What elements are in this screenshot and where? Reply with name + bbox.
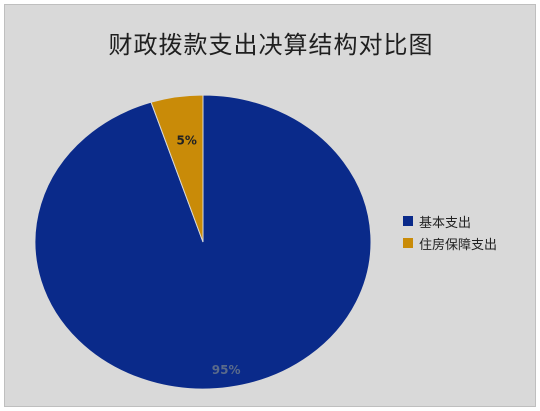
chart-title: 财政拨款支出决算结构对比图 [108,31,434,59]
pie-slice-housing [150,94,204,243]
pie-label-housing: 5% [177,133,197,147]
chart-legend: 基本支出 住房保障支出 [403,210,497,254]
pie-label-basic: 95% [212,363,241,377]
legend-swatch-basic [403,216,413,226]
legend-swatch-housing [403,238,413,248]
legend-item-basic: 基本支出 [403,210,497,232]
legend-label-basic: 基本支出 [419,215,472,231]
legend-label-housing: 住房保障支出 [419,237,498,253]
chart-frame: 财政拨款支出决算结构对比图 95% 5% 基本支出 住房保障支出 [4,4,536,407]
pie-chart: 95% 5% [34,94,372,390]
legend-item-housing: 住房保障支出 [403,232,497,254]
